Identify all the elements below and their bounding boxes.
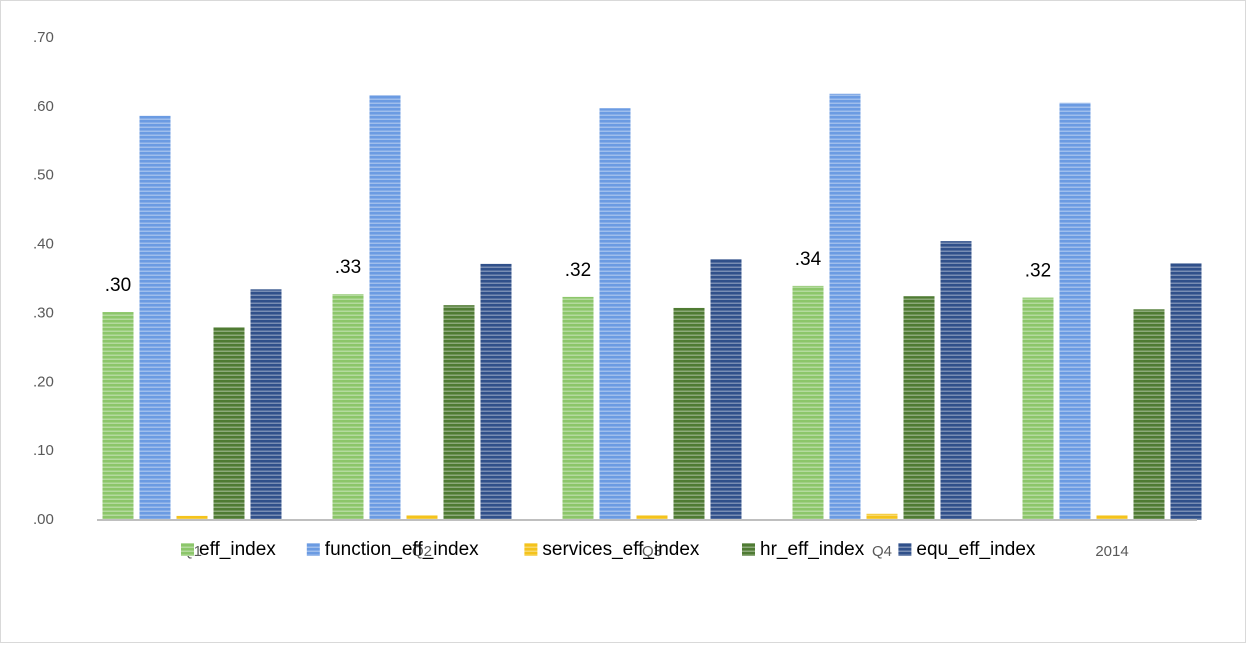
bar <box>139 115 171 521</box>
bar <box>792 285 824 520</box>
y-tick-label: .30 <box>33 304 54 321</box>
bar <box>866 513 898 520</box>
bar <box>673 307 705 520</box>
bar <box>332 294 364 520</box>
y-tick-label: .70 <box>33 29 54 46</box>
bar <box>443 305 475 520</box>
legend-swatch <box>898 543 912 556</box>
bar <box>1059 102 1091 521</box>
bar <box>562 296 594 520</box>
data-label: .32 <box>565 260 591 281</box>
data-label: .30 <box>105 275 131 296</box>
bar <box>903 296 935 520</box>
bar <box>1170 263 1202 520</box>
y-tick-label: .00 <box>33 511 54 528</box>
legend-swatch <box>306 543 320 556</box>
x-tick-label: 2014 <box>1095 543 1128 560</box>
y-tick-label: .60 <box>33 98 54 115</box>
data-label: .33 <box>335 257 361 278</box>
bar <box>1096 515 1128 520</box>
legend-label: hr_eff_index <box>760 539 865 560</box>
legend-label: services_eff_index <box>542 539 700 560</box>
bar <box>406 515 438 520</box>
bar <box>940 241 972 520</box>
bar <box>599 108 631 520</box>
y-tick-label: .20 <box>33 373 54 390</box>
x-tick-label: Q3 <box>642 543 662 560</box>
bar <box>1022 297 1054 520</box>
data-label: .32 <box>1025 261 1051 282</box>
legend-label: function_eff_index <box>325 539 479 560</box>
legend-label: eff_index <box>199 539 276 560</box>
y-tick-label: .50 <box>33 167 54 184</box>
x-tick-label: Q2 <box>412 543 432 560</box>
bar <box>636 515 668 520</box>
data-label: .34 <box>795 249 822 270</box>
legend-swatch <box>181 543 194 556</box>
bar <box>102 312 134 520</box>
bar <box>213 327 245 520</box>
bar <box>829 93 861 520</box>
bar <box>176 515 208 520</box>
legend-label: equ_eff_index <box>916 539 1036 560</box>
bar <box>1133 309 1165 520</box>
bar <box>480 263 512 520</box>
bar <box>710 259 742 520</box>
y-tick-label: .40 <box>33 236 54 253</box>
legend-swatch <box>742 543 755 556</box>
legend-swatch <box>524 543 538 556</box>
x-tick-label: Q4 <box>872 543 892 560</box>
bar <box>250 289 282 520</box>
bar <box>369 95 401 520</box>
y-tick-label: .10 <box>33 442 54 459</box>
